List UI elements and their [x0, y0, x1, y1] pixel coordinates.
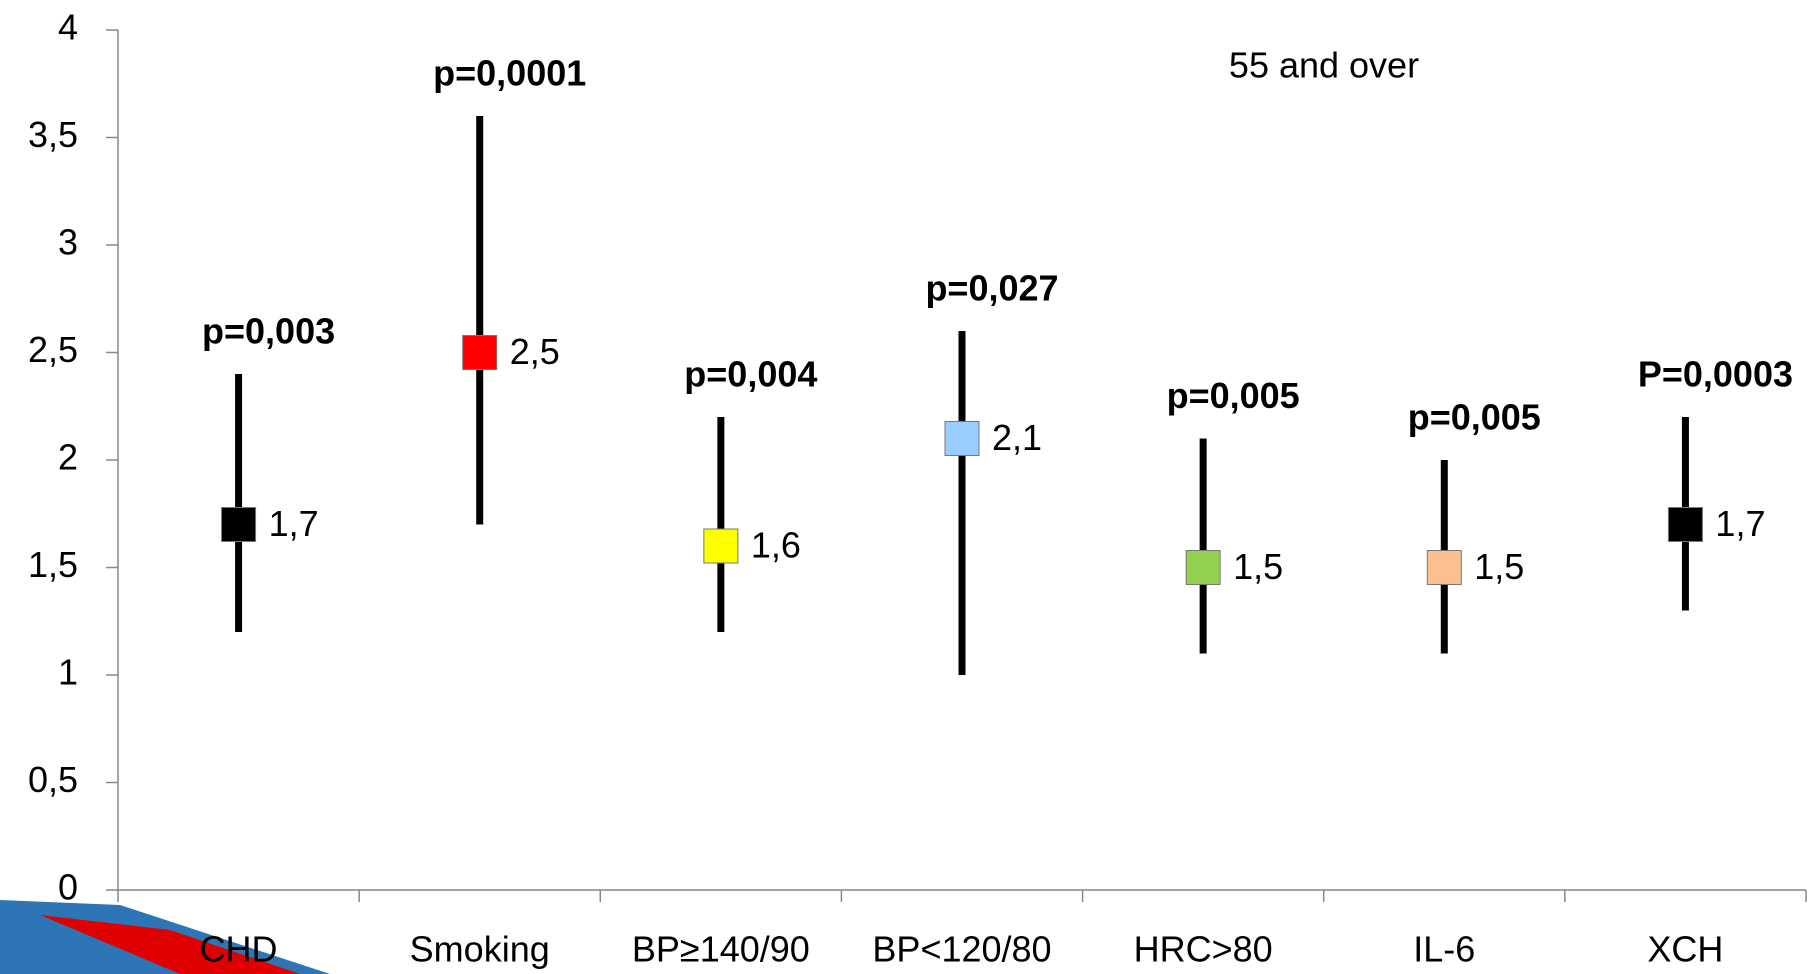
p-value: p=0,005 — [1167, 375, 1300, 416]
p-value: p=0,003 — [202, 311, 335, 352]
y-tick-label: 1 — [58, 652, 78, 693]
y-tick-label: 0,5 — [28, 759, 78, 800]
y-tick-label: 1,5 — [28, 544, 78, 585]
marker — [944, 421, 980, 456]
x-tick-label: HRC>80 — [1134, 929, 1273, 970]
x-tick-label: CHD — [200, 929, 278, 970]
value-label: 1,7 — [269, 503, 319, 544]
x-tick-label: BP<120/80 — [872, 929, 1051, 970]
y-tick-label: 3 — [58, 222, 78, 263]
y-tick-label: 2,5 — [28, 329, 78, 370]
marker — [703, 528, 739, 564]
p-value: p=0,004 — [684, 354, 817, 395]
decoration — [40, 915, 300, 974]
marker — [1185, 550, 1221, 585]
y-tick-label: 2 — [58, 437, 78, 478]
y-tick-label: 4 — [58, 7, 78, 48]
value-label: 1,7 — [1715, 503, 1765, 544]
p-value: P=0,0003 — [1638, 354, 1793, 395]
x-tick-label: XCH — [1647, 929, 1723, 970]
value-label: 1,6 — [751, 525, 801, 566]
p-value: p=0,027 — [925, 268, 1058, 309]
p-value: p=0,005 — [1408, 397, 1541, 438]
value-label: 1,5 — [1233, 546, 1283, 587]
y-tick-label: 0 — [58, 867, 78, 908]
x-tick-label: IL-6 — [1413, 929, 1475, 970]
value-label: 2,5 — [510, 331, 560, 372]
p-value: p=0,0001 — [433, 53, 586, 94]
value-label: 1,5 — [1474, 546, 1524, 587]
y-tick-label: 3,5 — [28, 114, 78, 155]
annotation: 55 and over — [1229, 45, 1419, 86]
marker — [221, 507, 257, 542]
marker — [1426, 550, 1462, 585]
marker — [1667, 507, 1703, 542]
value-label: 2,1 — [992, 417, 1042, 458]
marker — [462, 335, 498, 370]
x-tick-label: BP≥140/90 — [632, 929, 810, 970]
x-tick-label: Smoking — [410, 929, 550, 970]
